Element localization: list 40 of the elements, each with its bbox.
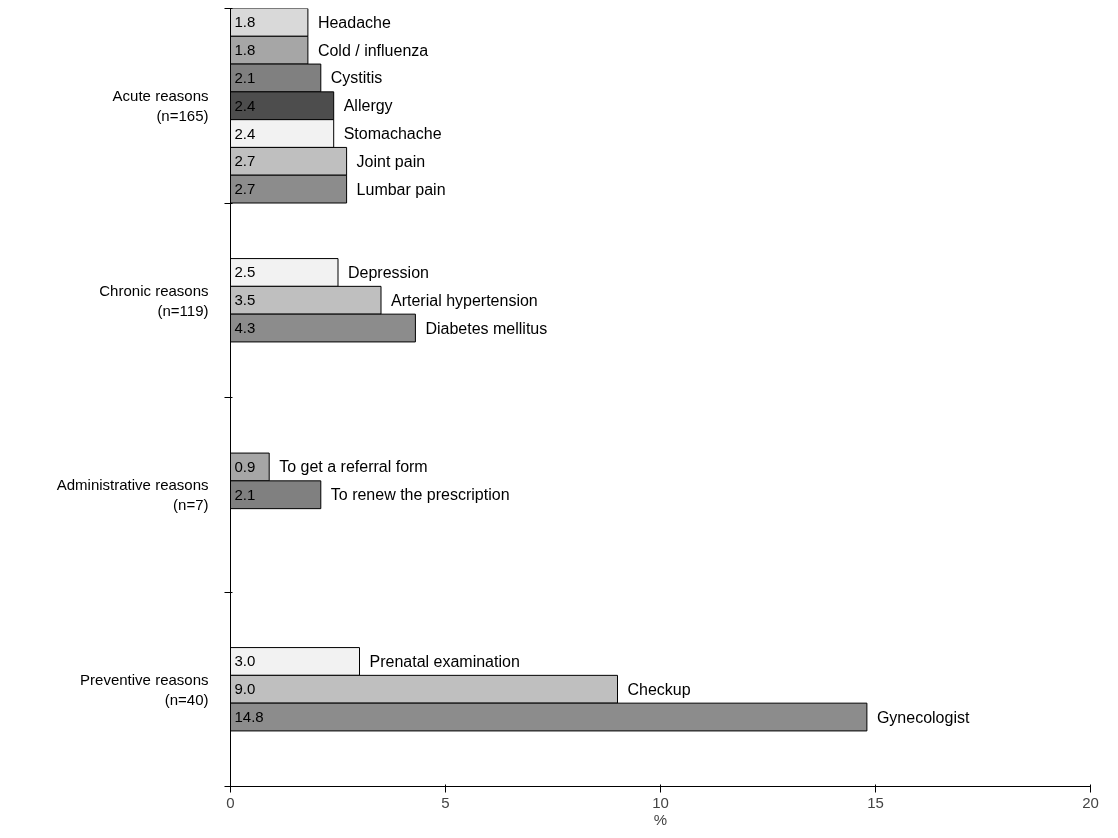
text: Acute reasons (n=165) bbox=[112, 87, 209, 125]
y-tick-label: Depression bbox=[348, 263, 429, 281]
data-label: 2.4 bbox=[234, 124, 256, 142]
x-axis-title: % bbox=[653, 810, 668, 828]
x-tick-label: 15 bbox=[867, 793, 884, 811]
data-label: 2.1 bbox=[234, 485, 256, 503]
text: Preventive reasons (n=40) bbox=[80, 670, 209, 708]
y-tick-label: Cold / influenza bbox=[317, 41, 429, 59]
text: Chronic reasons (n=119) bbox=[99, 281, 209, 319]
data-label: 2.4 bbox=[234, 96, 256, 114]
y-tick-label: Checkup bbox=[627, 680, 691, 698]
data-label: 4.3 bbox=[234, 319, 256, 337]
data-label: 1.8 bbox=[234, 13, 256, 31]
data-label: 3.0 bbox=[234, 652, 256, 670]
y-tick-label: Prenatal examination bbox=[369, 652, 520, 670]
x-tick-label: 20 bbox=[1082, 793, 1099, 811]
data-label: 2.7 bbox=[234, 180, 256, 198]
data-label: 0.9 bbox=[234, 457, 256, 475]
y-tick-label: Allergy bbox=[343, 97, 393, 115]
y-tick-label: Gynecologist bbox=[876, 708, 970, 726]
y-tick-label: Lumbar pain bbox=[356, 180, 446, 198]
data-label: 14.8 bbox=[234, 708, 264, 726]
y-tick-label: Diabetes mellitus bbox=[425, 319, 548, 337]
y-tick-label: Cystitis bbox=[330, 69, 383, 87]
x-tick-label: 0 bbox=[226, 793, 235, 811]
text: Administrative reasons (n=7) bbox=[56, 476, 209, 514]
y-tick-label: Joint pain bbox=[356, 152, 426, 170]
data-label: 1.8 bbox=[234, 41, 256, 59]
y-tick-label: Headache bbox=[317, 13, 391, 31]
y-tick-label: Arterial hypertension bbox=[391, 291, 538, 309]
data-label: 2.1 bbox=[234, 68, 256, 86]
y-tick-label: To get a referral form bbox=[279, 458, 428, 476]
x-tick-label: 10 bbox=[652, 793, 669, 811]
data-label: 3.5 bbox=[234, 291, 256, 309]
data-label: 9.0 bbox=[234, 680, 256, 698]
y-tick-label: Stomachache bbox=[343, 125, 442, 143]
data-label: 2.5 bbox=[234, 263, 256, 281]
data-label: 2.7 bbox=[234, 152, 256, 170]
x-tick-label: 5 bbox=[441, 793, 450, 811]
y-tick-label: To renew the prescription bbox=[330, 486, 510, 504]
